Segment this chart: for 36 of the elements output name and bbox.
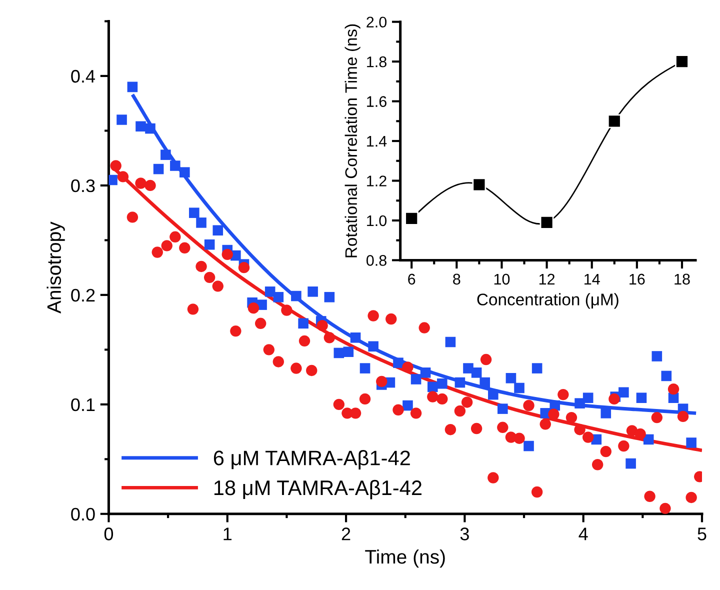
x-tick-label: 2 xyxy=(342,528,350,540)
y-tick-label: 0.8 xyxy=(366,255,386,266)
y-tick-label: 1.0 xyxy=(367,215,387,226)
x-tick-label: 16 xyxy=(630,274,645,285)
y-tick-label: 0.1 xyxy=(71,398,95,412)
point xyxy=(540,216,554,230)
y-tick-label: 1.8 xyxy=(367,56,386,68)
x-tick-label: 0 xyxy=(104,528,114,540)
x-tick-label: 10 xyxy=(494,274,510,285)
point xyxy=(675,54,689,68)
x-axis-title: Concentration (μM) xyxy=(477,293,618,309)
x-tick-label: 4 xyxy=(578,528,588,540)
y-tick-label: 0.4 xyxy=(71,70,95,83)
y-tick-label: 0.3 xyxy=(71,179,95,192)
legend-label: 18 μM TAMRA-Aβ1-42 xyxy=(214,480,422,500)
x-tick-label: 3 xyxy=(460,528,469,540)
point xyxy=(404,212,419,226)
y-tick-label: 0.2 xyxy=(71,288,95,302)
y-tick-label: 1.4 xyxy=(367,136,387,147)
y-tick-label: 1.2 xyxy=(367,176,386,186)
x-tick-label: 6 xyxy=(408,274,416,285)
x-tick-label: 1 xyxy=(224,528,232,540)
y-tick-label: 1.6 xyxy=(367,96,386,107)
legend-label: 6 μM TAMRA-Aβ1-42 xyxy=(214,450,410,470)
x-tick-label: 18 xyxy=(674,274,690,285)
y-tick-label: 0.0 xyxy=(71,508,95,521)
x-tick-label: 5 xyxy=(698,528,706,540)
y-tick-label: 2.0 xyxy=(366,16,387,28)
y-axis-title: Anisotropy xyxy=(46,222,65,314)
y-axis-title: Rotational Correlation Time (ns) xyxy=(344,24,360,258)
point xyxy=(607,114,622,128)
x-tick-label: 14 xyxy=(584,274,600,284)
x-tick-label: 12 xyxy=(539,274,555,284)
x-tick-label: 8 xyxy=(453,274,460,285)
x-axis-title: Time (ns) xyxy=(365,549,445,568)
point xyxy=(472,178,486,192)
